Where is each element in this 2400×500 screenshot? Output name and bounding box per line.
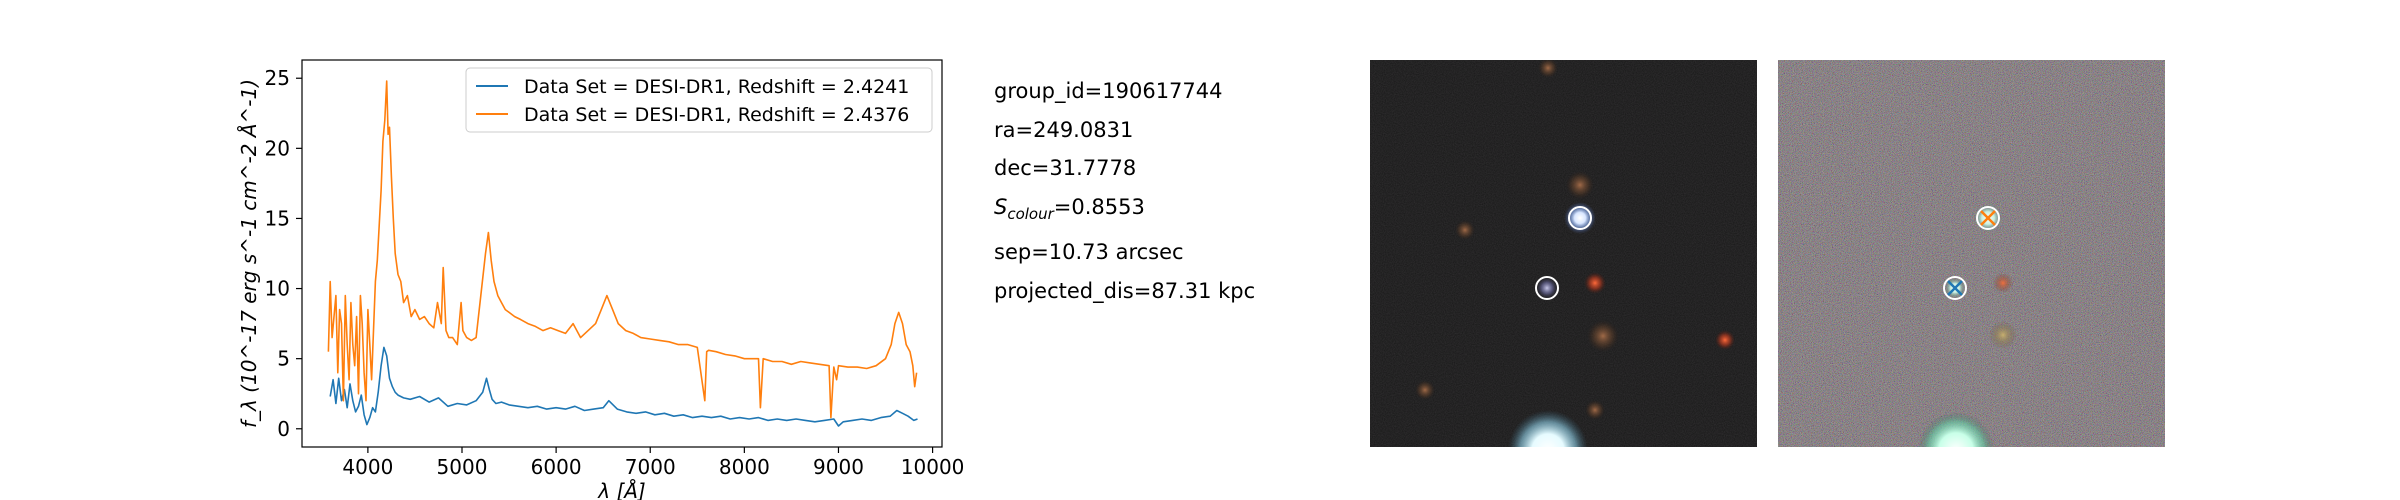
target-circle (1535, 276, 1559, 300)
y-tick-label: 0 (277, 417, 290, 441)
bright-star (1508, 410, 1588, 447)
plot-area (327, 80, 918, 427)
series-line-2 (327, 80, 918, 419)
x-axis-label: λ [Å] (597, 479, 645, 500)
galaxy-blob (1715, 330, 1735, 350)
y-tick-label: 5 (277, 347, 290, 371)
y-tick-label: 10 (265, 277, 290, 301)
red-galaxy (1584, 272, 1606, 294)
s-colour-label: Scolour=0.8553 (994, 188, 1255, 234)
target-circle (1568, 206, 1592, 230)
target-circle (1976, 206, 2000, 230)
x-tick-label: 7000 (625, 455, 676, 479)
group-id-label: group_id=190617744 (994, 79, 1223, 103)
series-line-1 (329, 346, 918, 427)
galaxy-blob (1415, 380, 1435, 400)
y-axis-label: f_λ (10^-17 erg s^-1 cm^-2 Å^-1) (237, 79, 261, 428)
legend-entry: Data Set = DESI-DR1, Redshift = 2.4241 (524, 76, 909, 98)
projected-distance-label: projected_dis=87.31 kpc (994, 278, 1256, 303)
bright-star (1918, 412, 1994, 447)
info-panel: group_id=190617744 ra=249.0831 dec=31.77… (994, 72, 1255, 310)
ra-label: ra=249.0831 (994, 117, 1134, 142)
cross-marker (1980, 210, 1996, 226)
galaxy-blob (1455, 220, 1475, 240)
legend: Data Set = DESI-DR1, Redshift = 2.4241 Da… (465, 67, 933, 133)
x-tick-label: 8000 (719, 455, 770, 479)
cross-marker (1947, 280, 1963, 296)
galaxy-blob (1989, 321, 2017, 349)
legend-entry: Data Set = DESI-DR1, Redshift = 2.4376 (524, 104, 909, 126)
y-tick-label: 20 (265, 136, 290, 160)
y-tick-label: 25 (265, 66, 290, 90)
x-tick-label: 5000 (437, 455, 488, 479)
dec-label: dec=31.7778 (994, 156, 1137, 180)
quasar-source (1536, 277, 1558, 299)
s-colour-symbol: S (994, 194, 1008, 219)
plot-frame (301, 59, 943, 448)
galaxy-blob (1538, 60, 1558, 78)
galaxy-blob (1566, 171, 1594, 199)
x-tick-label: 9000 (813, 455, 864, 479)
separation-label: sep=10.73 arcsec (994, 240, 1184, 265)
s-colour-value: =0.8553 (1053, 194, 1145, 219)
galaxy-blob (1585, 400, 1605, 420)
s-colour-subscript: colour (1007, 204, 1054, 223)
sky-cutout-residual (1778, 60, 2165, 447)
legend-box (465, 67, 933, 133)
x-tick-label: 10000 (901, 455, 965, 479)
red-galaxy (1993, 273, 2013, 293)
y-tick-label: 15 (265, 206, 290, 230)
target-circle (1943, 276, 1967, 300)
axes: 4000 5000 6000 7000 8000 9000 10000 0 5 10 15 20 25 λ… (237, 59, 965, 500)
x-tick-label: 4000 (342, 455, 393, 479)
sky-cutout-color (1370, 60, 1757, 447)
galaxy-blob (1587, 320, 1619, 352)
x-tick-label: 6000 (531, 455, 582, 479)
